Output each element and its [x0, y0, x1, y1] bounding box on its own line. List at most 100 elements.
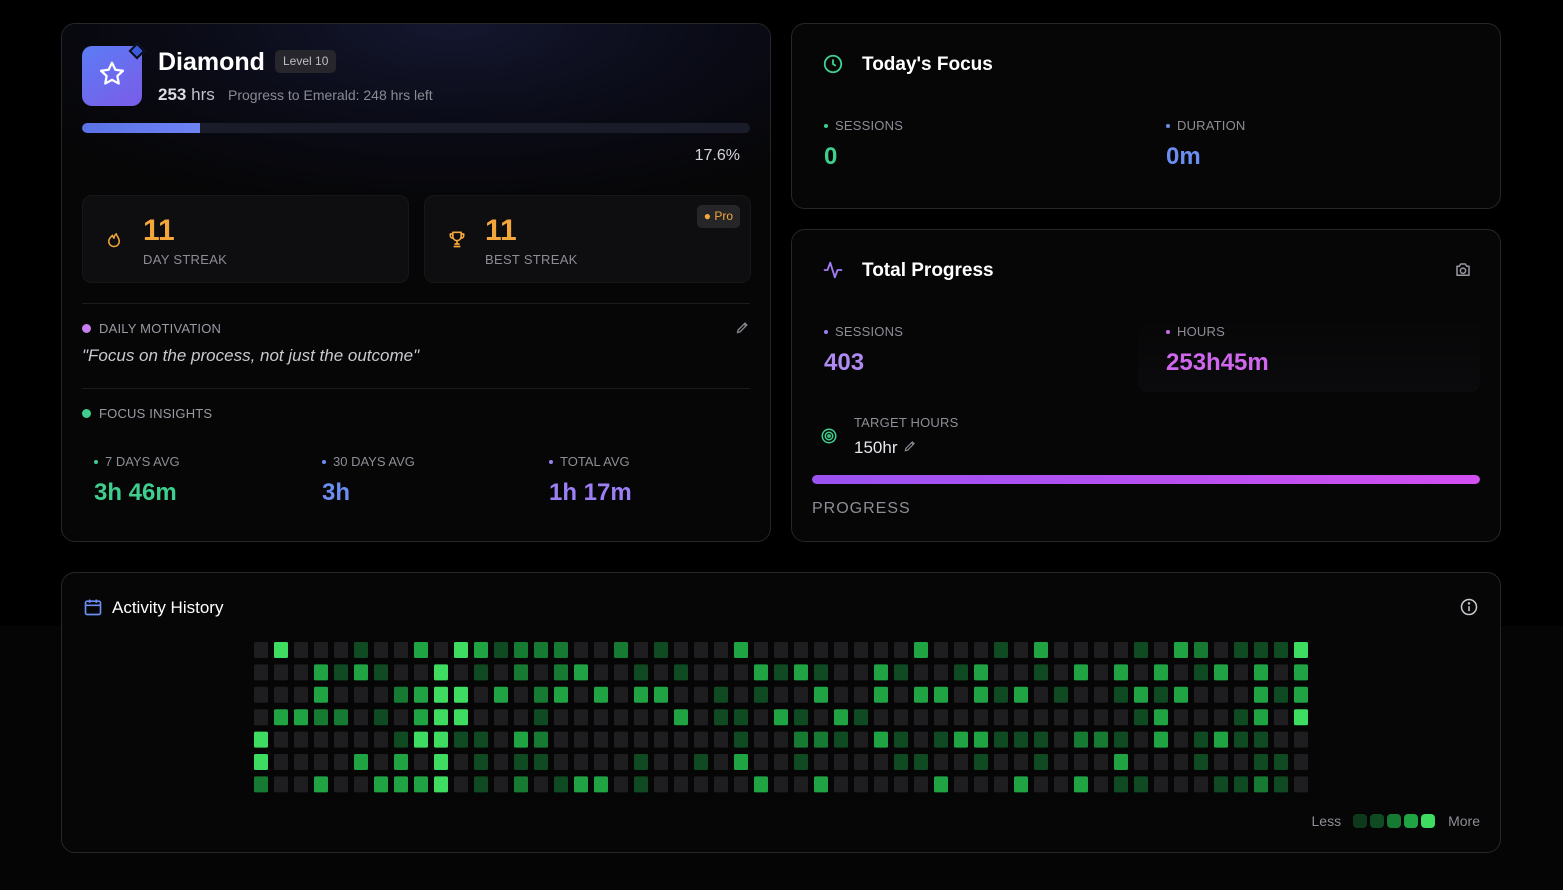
heatmap-cell[interactable] — [1154, 754, 1168, 770]
heatmap-cell[interactable] — [974, 664, 988, 681]
heatmap-cell[interactable] — [1294, 709, 1308, 726]
heatmap-cell[interactable] — [274, 754, 288, 770]
heatmap-cell[interactable] — [1114, 664, 1128, 681]
heatmap-cell[interactable] — [614, 686, 628, 703]
heatmap-cell[interactable] — [734, 731, 748, 748]
heatmap-cell[interactable] — [1114, 709, 1128, 726]
heatmap-cell[interactable] — [874, 754, 888, 770]
heatmap-cell[interactable] — [854, 686, 868, 703]
heatmap-cell[interactable] — [634, 686, 648, 703]
heatmap-cell[interactable] — [894, 709, 908, 726]
heatmap-cell[interactable] — [1114, 686, 1128, 703]
heatmap-cell[interactable] — [1274, 664, 1288, 681]
heatmap-cell[interactable] — [774, 642, 788, 658]
heatmap-cell[interactable] — [914, 754, 928, 770]
heatmap-cell[interactable] — [394, 731, 408, 748]
heatmap-cell[interactable] — [254, 731, 268, 748]
heatmap-cell[interactable] — [1154, 664, 1168, 681]
heatmap-cell[interactable] — [1254, 754, 1268, 770]
heatmap-cell[interactable] — [814, 709, 828, 726]
heatmap-cell[interactable] — [574, 664, 588, 681]
heatmap-cell[interactable] — [454, 754, 468, 770]
heatmap-cell[interactable] — [754, 709, 768, 726]
heatmap-cell[interactable] — [714, 686, 728, 703]
heatmap-cell[interactable] — [694, 754, 708, 770]
heatmap-cell[interactable] — [594, 776, 608, 793]
heatmap-cell[interactable] — [894, 776, 908, 793]
heatmap-cell[interactable] — [1074, 731, 1088, 748]
heatmap-cell[interactable] — [634, 776, 648, 793]
heatmap-cell[interactable] — [1174, 754, 1188, 770]
heatmap-cell[interactable] — [1214, 686, 1228, 703]
pencil-icon[interactable] — [735, 320, 750, 340]
heatmap-cell[interactable] — [1094, 686, 1108, 703]
heatmap-cell[interactable] — [654, 776, 668, 793]
heatmap-cell[interactable] — [1214, 709, 1228, 726]
heatmap-cell[interactable] — [954, 686, 968, 703]
heatmap-cell[interactable] — [634, 731, 648, 748]
heatmap-cell[interactable] — [1054, 776, 1068, 793]
heatmap-cell[interactable] — [454, 686, 468, 703]
heatmap-cell[interactable] — [594, 731, 608, 748]
heatmap-cell[interactable] — [494, 709, 508, 726]
heatmap-cell[interactable] — [1194, 709, 1208, 726]
heatmap-cell[interactable] — [574, 776, 588, 793]
heatmap-cell[interactable] — [754, 686, 768, 703]
heatmap-cell[interactable] — [434, 664, 448, 681]
heatmap-cell[interactable] — [374, 664, 388, 681]
heatmap-cell[interactable] — [714, 709, 728, 726]
heatmap-cell[interactable] — [334, 731, 348, 748]
heatmap-cell[interactable] — [1134, 642, 1148, 658]
heatmap-cell[interactable] — [1134, 754, 1148, 770]
heatmap-cell[interactable] — [794, 731, 808, 748]
heatmap-cell[interactable] — [574, 731, 588, 748]
heatmap-cell[interactable] — [254, 686, 268, 703]
heatmap-cell[interactable] — [934, 754, 948, 770]
heatmap-cell[interactable] — [274, 709, 288, 726]
heatmap-cell[interactable] — [514, 709, 528, 726]
heatmap-cell[interactable] — [1074, 709, 1088, 726]
heatmap-cell[interactable] — [1254, 642, 1268, 658]
heatmap-cell[interactable] — [474, 776, 488, 793]
heatmap-cell[interactable] — [394, 686, 408, 703]
heatmap-cell[interactable] — [1234, 776, 1248, 793]
heatmap-cell[interactable] — [974, 642, 988, 658]
heatmap-cell[interactable] — [754, 776, 768, 793]
heatmap-cell[interactable] — [1014, 664, 1028, 681]
heatmap-cell[interactable] — [1134, 664, 1148, 681]
heatmap-cell[interactable] — [474, 642, 488, 658]
heatmap-cell[interactable] — [594, 642, 608, 658]
heatmap-cell[interactable] — [294, 709, 308, 726]
heatmap-cell[interactable] — [1294, 664, 1308, 681]
heatmap-cell[interactable] — [934, 709, 948, 726]
heatmap-cell[interactable] — [694, 642, 708, 658]
heatmap-cell[interactable] — [654, 642, 668, 658]
heatmap-cell[interactable] — [534, 664, 548, 681]
heatmap-cell[interactable] — [834, 642, 848, 658]
heatmap-cell[interactable] — [1214, 776, 1228, 793]
heatmap-cell[interactable] — [854, 776, 868, 793]
heatmap-cell[interactable] — [354, 754, 368, 770]
heatmap-cell[interactable] — [834, 664, 848, 681]
heatmap-cell[interactable] — [254, 754, 268, 770]
heatmap-cell[interactable] — [334, 686, 348, 703]
heatmap-cell[interactable] — [834, 709, 848, 726]
heatmap-cell[interactable] — [634, 709, 648, 726]
heatmap-cell[interactable] — [1194, 664, 1208, 681]
heatmap-cell[interactable] — [254, 776, 268, 793]
heatmap-cell[interactable] — [294, 664, 308, 681]
heatmap-cell[interactable] — [414, 776, 428, 793]
heatmap-cell[interactable] — [614, 642, 628, 658]
heatmap-cell[interactable] — [474, 731, 488, 748]
heatmap-cell[interactable] — [1054, 686, 1068, 703]
heatmap-cell[interactable] — [794, 709, 808, 726]
heatmap-cell[interactable] — [914, 642, 928, 658]
heatmap-cell[interactable] — [534, 709, 548, 726]
heatmap-cell[interactable] — [414, 642, 428, 658]
heatmap-cell[interactable] — [1174, 664, 1188, 681]
heatmap-cell[interactable] — [1174, 709, 1188, 726]
heatmap-cell[interactable] — [714, 731, 728, 748]
heatmap-cell[interactable] — [594, 709, 608, 726]
heatmap-cell[interactable] — [614, 664, 628, 681]
heatmap-cell[interactable] — [914, 776, 928, 793]
